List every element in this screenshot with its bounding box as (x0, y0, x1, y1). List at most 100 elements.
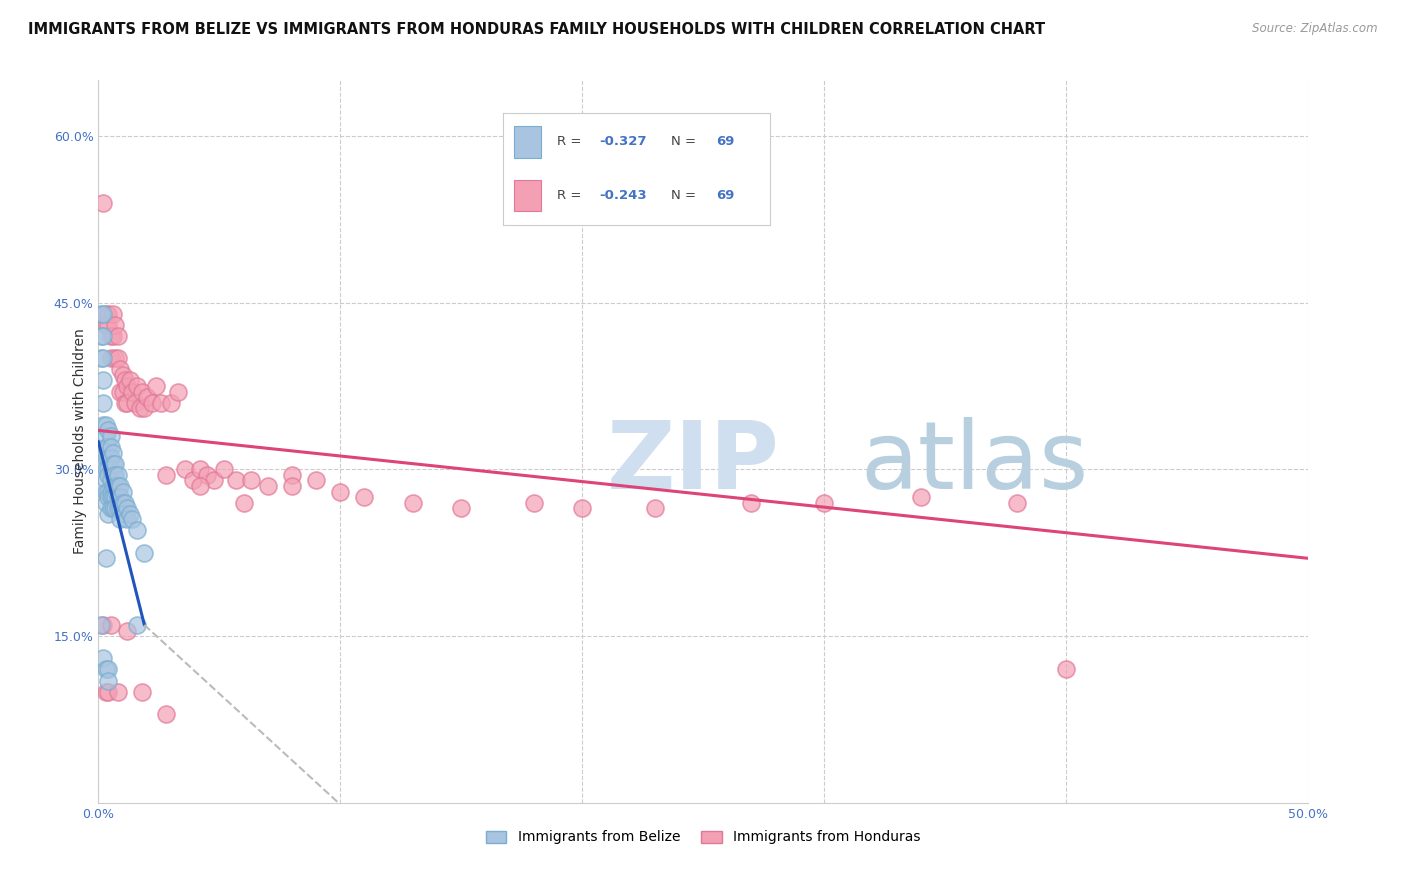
Point (94, 307, 117, 321)
Point (108, 362, 131, 376)
Point (91, 351, 114, 366)
Point (90, 618, 112, 632)
Point (644, 501, 666, 516)
Point (100, 429, 122, 443)
Point (94, 551, 117, 566)
Point (104, 318, 127, 332)
Point (402, 496, 425, 510)
Point (239, 474, 262, 488)
Point (94, 474, 117, 488)
Point (212, 462, 235, 476)
Point (108, 384, 131, 399)
Point (305, 474, 328, 488)
Point (100, 351, 122, 366)
Point (195, 467, 218, 482)
Point (97, 684, 120, 698)
Point (107, 501, 129, 516)
Point (131, 684, 153, 698)
Legend: Immigrants from Belize, Immigrants from Honduras: Immigrants from Belize, Immigrants from … (479, 825, 927, 850)
Point (100, 501, 122, 516)
Point (104, 457, 127, 471)
Point (107, 329, 129, 343)
Point (114, 496, 136, 510)
Text: IMMIGRANTS FROM BELIZE VS IMMIGRANTS FROM HONDURAS FAMILY HOUSEHOLDS WITH CHILDR: IMMIGRANTS FROM BELIZE VS IMMIGRANTS FRO… (28, 22, 1045, 37)
Point (101, 501, 124, 516)
Point (111, 484, 134, 499)
Point (107, 490, 129, 504)
Point (127, 618, 149, 632)
Point (188, 479, 211, 493)
Point (523, 496, 546, 510)
Point (91, 373, 114, 387)
Point (101, 307, 124, 321)
Point (94, 440, 117, 454)
Point (813, 496, 835, 510)
Point (108, 479, 131, 493)
Point (101, 479, 124, 493)
Point (107, 479, 129, 493)
Point (97, 424, 120, 438)
Point (94, 451, 117, 466)
Point (101, 329, 124, 343)
Point (94, 462, 117, 476)
Point (204, 474, 226, 488)
Point (121, 512, 143, 526)
Point (90, 329, 112, 343)
Point (97, 307, 120, 321)
Point (94, 496, 117, 510)
Point (124, 395, 146, 409)
Point (114, 507, 136, 521)
Point (111, 384, 134, 399)
Point (181, 474, 204, 488)
Point (100, 618, 122, 632)
Point (97, 507, 120, 521)
Point (127, 379, 149, 393)
Point (107, 684, 129, 698)
Point (114, 373, 136, 387)
Point (450, 501, 472, 516)
Point (101, 467, 124, 482)
Point (90, 307, 112, 321)
Point (135, 390, 157, 404)
Point (160, 395, 183, 409)
Point (97, 484, 120, 499)
Point (1007, 496, 1029, 510)
Point (155, 706, 177, 721)
Point (128, 401, 150, 416)
Point (910, 490, 932, 504)
Point (1054, 662, 1077, 676)
Point (117, 379, 139, 393)
Point (100, 329, 122, 343)
Point (117, 512, 139, 526)
Point (131, 384, 153, 399)
Point (94, 662, 117, 676)
Point (91, 195, 114, 210)
Text: Source: ZipAtlas.com: Source: ZipAtlas.com (1253, 22, 1378, 36)
Point (353, 490, 375, 504)
Point (91, 395, 114, 409)
Point (571, 501, 593, 516)
Point (101, 457, 124, 471)
Point (740, 496, 762, 510)
Point (100, 462, 122, 476)
Point (114, 395, 136, 409)
Point (104, 351, 127, 366)
Point (91, 307, 114, 321)
Point (150, 395, 173, 409)
Y-axis label: Family Households with Children: Family Households with Children (73, 328, 87, 555)
Point (97, 451, 120, 466)
Text: atlas: atlas (860, 417, 1088, 509)
Point (100, 440, 122, 454)
Point (256, 479, 278, 493)
Point (117, 501, 139, 516)
Point (188, 462, 211, 476)
Point (104, 467, 127, 482)
Point (97, 440, 120, 454)
Point (118, 373, 141, 387)
Point (155, 467, 177, 482)
Point (101, 490, 124, 504)
Point (104, 479, 127, 493)
Point (91, 329, 114, 343)
Text: ZIP: ZIP (606, 417, 779, 509)
Point (107, 351, 129, 366)
